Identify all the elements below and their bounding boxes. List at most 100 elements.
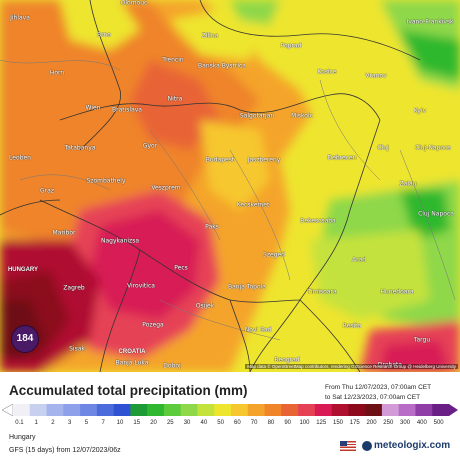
city-label: Vranov xyxy=(365,72,387,80)
city-label: Timisoara xyxy=(307,288,337,296)
city-label: Szeged xyxy=(263,251,285,259)
scale-swatch xyxy=(432,404,450,416)
city-label: Osijek xyxy=(195,302,215,310)
scale-swatch xyxy=(281,404,299,416)
country-label: CROATIA xyxy=(118,349,146,355)
precipitation-map[interactable]: Jihlava Brno Olomouc Zilina Trencin Banska By… xyxy=(0,0,460,372)
city-label: Nitra xyxy=(167,95,183,103)
scale-swatch xyxy=(331,404,349,416)
city-label: Pecs xyxy=(174,264,188,272)
city-label: Resita xyxy=(342,322,362,330)
city-label: Doboj xyxy=(163,362,181,370)
model-run: GFS (15 days) from 12/07/2023/06z xyxy=(9,447,121,454)
city-label: Zalau xyxy=(399,180,417,188)
city-label: Olomouc xyxy=(120,0,148,7)
country-label: HUNGARY xyxy=(7,267,39,273)
scale-swatch xyxy=(247,404,265,416)
city-label: Maribor xyxy=(52,229,76,237)
city-label: Debrecen xyxy=(327,154,357,162)
city-label: Zilina xyxy=(201,32,219,40)
city-label: Miskolc xyxy=(291,112,313,120)
city-label: Tatabanya xyxy=(64,144,96,152)
period-from: From Thu 12/07/2023, 07:00am CET xyxy=(325,384,432,391)
scale-swatch xyxy=(398,404,416,416)
city-label: Szombathely xyxy=(86,177,126,185)
city-label: Wien xyxy=(85,104,101,112)
city-label: Veszprem xyxy=(151,184,181,192)
city-label: Virovitica xyxy=(127,282,155,290)
color-scale-bar xyxy=(2,404,458,416)
city-label: Targu xyxy=(413,336,431,344)
scale-tick-label: 175 xyxy=(349,420,360,426)
scale-swatch xyxy=(63,404,81,416)
scale-swatch xyxy=(130,404,148,416)
scale-max-arrow xyxy=(449,404,458,416)
city-label: Gyor xyxy=(142,142,158,150)
city-label: Paks xyxy=(205,223,219,231)
city-label: Cluj-Napoca xyxy=(414,144,452,152)
city-label: Drobeta xyxy=(377,361,403,369)
scale-tick-label: 1 xyxy=(34,420,38,426)
scale-swatch xyxy=(113,404,131,416)
city-label: Pozega xyxy=(142,321,164,329)
scale-swatch xyxy=(348,404,366,416)
scale-tick-label: 40 xyxy=(200,420,208,426)
scale-swatch xyxy=(415,404,433,416)
scale-swatch xyxy=(314,404,332,416)
scale-swatch xyxy=(231,404,249,416)
scale-tick-label: 500 xyxy=(433,420,444,426)
us-flag-icon[interactable] xyxy=(340,440,356,451)
region-name: Hungary xyxy=(9,434,36,441)
map-attribution[interactable]: Map data © OpenStreetMap contributors, r… xyxy=(245,364,458,369)
scale-tick-label: 2 xyxy=(51,420,55,426)
scale-swatch xyxy=(197,404,215,416)
city-label: Brno xyxy=(97,31,111,39)
scale-swatch xyxy=(214,404,232,416)
city-label: Arad xyxy=(351,256,367,264)
scale-tick-label: 20 xyxy=(150,420,157,426)
city-label: Hunedoara xyxy=(380,288,414,296)
city-label: Kosice xyxy=(317,68,337,76)
scale-swatch xyxy=(163,404,181,416)
scale-tick-label: 70 xyxy=(250,420,258,426)
city-label: Novi Sad xyxy=(244,326,272,334)
city-label: Jaszbereny xyxy=(247,156,281,164)
scale-swatch xyxy=(381,404,399,416)
city-label: Cluj xyxy=(377,144,389,152)
scale-tick-label: 400 xyxy=(416,420,427,426)
city-label: Banja Luka xyxy=(115,359,149,367)
city-label: Poprad xyxy=(280,42,302,50)
city-label: Kyiv xyxy=(413,107,427,115)
scale-swatch xyxy=(147,404,165,416)
scale-tick-label: 300 xyxy=(400,420,411,426)
city-label: Budapest xyxy=(205,156,235,164)
city-label: Zagreb xyxy=(63,284,85,292)
scale-tick-label: 200 xyxy=(366,420,377,426)
scale-tick-label: 5 xyxy=(84,420,89,426)
scale-swatch xyxy=(298,404,316,416)
brand[interactable]: meteologix.com xyxy=(340,440,450,451)
scale-swatch xyxy=(13,404,31,416)
legend-period: From Thu 12/07/2023, 07:00am CET to Sat … xyxy=(325,383,431,403)
city-label: Graz xyxy=(40,187,54,195)
scale-tick-label: 125 xyxy=(316,420,327,426)
city-label: Trencin xyxy=(162,56,184,64)
scale-min-arrow xyxy=(2,404,14,416)
scale-tick-label: 3 xyxy=(68,420,72,426)
city-label: Leoben xyxy=(9,154,31,162)
scale-tick-label: 150 xyxy=(332,420,344,426)
brand-name[interactable]: meteologix.com xyxy=(374,440,451,451)
scale-tick-label: 25 xyxy=(166,420,174,426)
city-label: Banska Bystrica xyxy=(198,62,246,70)
city-label: Cluj Napoca xyxy=(418,210,454,218)
city-label: Sisak xyxy=(69,345,85,353)
city-label: Kecskemet xyxy=(236,201,270,209)
period-to: to Sat 12/23/2023, 07:00am CET xyxy=(325,394,421,401)
scale-tick-label: 50 xyxy=(217,420,224,426)
city-label: Jihlava xyxy=(10,14,30,22)
city-label: Bratislava xyxy=(112,106,142,114)
max-value-badge[interactable]: 184 xyxy=(11,325,39,353)
city-label: Bekescsaba xyxy=(300,217,336,225)
scale-tick-label: 90 xyxy=(284,420,292,426)
scale-swatch xyxy=(46,404,64,416)
